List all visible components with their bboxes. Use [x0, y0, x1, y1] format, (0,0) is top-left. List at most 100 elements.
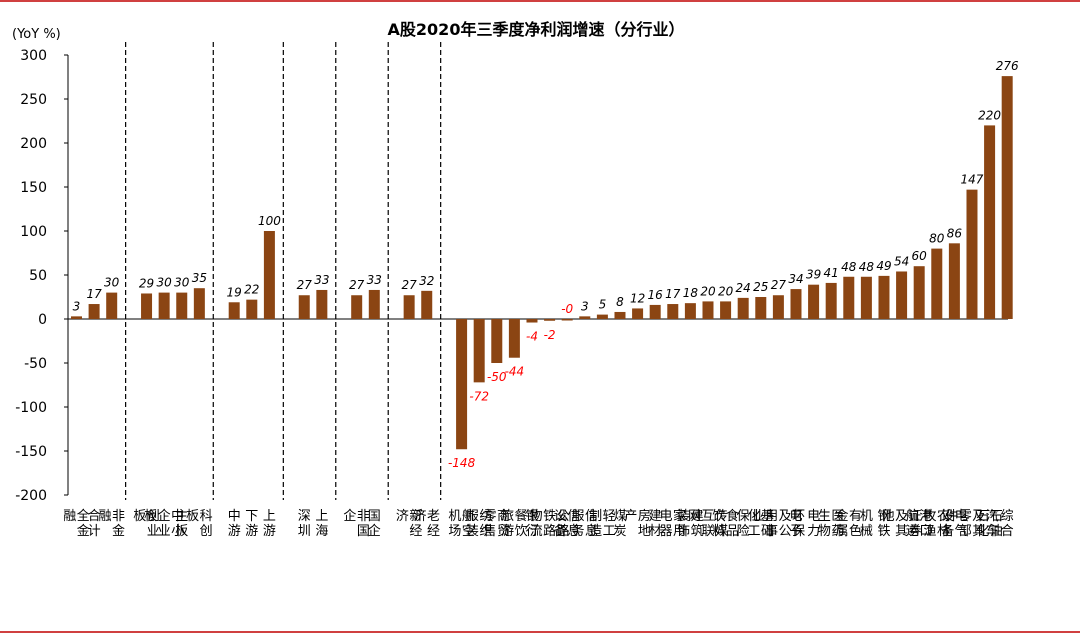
- category-label: 机械: [860, 509, 873, 539]
- value-label: 30: [157, 276, 173, 290]
- bar: [596, 314, 608, 319]
- value-label: 39: [806, 268, 821, 282]
- category-label: 医药生物: [818, 509, 845, 539]
- value-label: 33: [367, 273, 382, 287]
- category-labels: 全金融 合计非金融 创业板 中小企业板 主板科创板 中游下游上游深圳上海非国企 国企新经济老…: [63, 508, 1013, 539]
- category-label: 石油石化: [976, 509, 1003, 539]
- value-label: 48: [841, 260, 857, 274]
- value-label: 25: [753, 280, 768, 294]
- category-label: 银行: [525, 509, 538, 539]
- category-label: 电子: [789, 509, 802, 539]
- bar: [896, 271, 908, 319]
- bar: [544, 319, 556, 321]
- category-label: 合计: [88, 509, 101, 539]
- bar: [351, 295, 363, 319]
- y-axis-label: (YoY %): [12, 27, 61, 42]
- bar: [158, 292, 170, 319]
- bar: [473, 319, 485, 383]
- category-label: 港口航运: [906, 508, 933, 539]
- value-label: 60: [912, 249, 928, 263]
- bar: [508, 319, 520, 358]
- bar: [298, 295, 310, 319]
- category-label: 信息设备: [554, 509, 581, 539]
- bar: [526, 319, 538, 323]
- bar: [368, 289, 380, 319]
- category-label: 科创板: [186, 509, 213, 539]
- value-label: 27: [297, 278, 313, 292]
- y-tick-label: 0: [38, 312, 47, 328]
- category-label: 农林牧渔: [924, 509, 951, 539]
- bar: [403, 295, 415, 319]
- value-label: 32: [419, 274, 434, 288]
- bar: [228, 302, 240, 319]
- value-label: 17: [665, 287, 681, 301]
- category-label: 深圳: [298, 509, 311, 539]
- category-label: 汽车及其零部件: [945, 509, 999, 539]
- bar: [843, 276, 855, 319]
- value-label: 276: [996, 59, 1019, 73]
- bar: [1001, 76, 1013, 320]
- axes: 300 250 200 150 100 50 0 -50 -100 -150 -200: [15, 48, 1008, 504]
- value-label: 147: [961, 173, 984, 187]
- value-label: -50: [487, 370, 507, 384]
- bar: [632, 308, 644, 319]
- category-label: 环保及公用事业: [752, 509, 806, 539]
- category-label: 中游: [228, 509, 241, 539]
- value-label: -44: [505, 365, 525, 379]
- category-label: 有色金属: [836, 508, 863, 539]
- value-label: 34: [788, 272, 803, 286]
- value-label: 30: [104, 276, 120, 290]
- category-label: 钢铁: [877, 509, 890, 539]
- bar: [649, 304, 661, 319]
- value-label: -148: [448, 456, 476, 470]
- y-tick-label: 250: [20, 92, 47, 108]
- bar: [931, 248, 943, 319]
- bar: [71, 316, 82, 319]
- bar: [737, 297, 749, 319]
- category-label: 食品饮料: [712, 508, 739, 539]
- bar: [456, 319, 468, 450]
- value-label: -2: [544, 328, 556, 342]
- bar: [913, 266, 925, 319]
- category-label: 新经济: [396, 508, 423, 539]
- value-label: 19: [227, 285, 242, 299]
- value-label: 5: [599, 298, 607, 312]
- value-label: 24: [736, 281, 751, 295]
- value-label: 80: [929, 232, 945, 246]
- value-label: 27: [771, 278, 787, 292]
- category-label: 建材: [649, 509, 662, 539]
- category-label: 证券及其他: [882, 509, 922, 539]
- chart-title: A股2020年三季度净利润增速（分行业）: [388, 20, 685, 39]
- value-label: 8: [616, 295, 624, 309]
- category-label: 国企: [368, 509, 381, 539]
- y-tick-label: 300: [20, 48, 47, 64]
- category-label: 航空机场: [448, 508, 475, 539]
- y-tick-label: 150: [20, 180, 47, 196]
- bar: [561, 319, 573, 321]
- bar: [579, 316, 591, 319]
- bar: [263, 231, 275, 319]
- bar: [755, 297, 767, 319]
- value-label: 27: [401, 278, 417, 292]
- y-tick-label: -50: [24, 356, 47, 372]
- category-label: 非金融: [98, 509, 125, 539]
- bar: [614, 311, 626, 319]
- value-label: 20: [718, 284, 734, 298]
- y-tick-label: -200: [15, 488, 47, 504]
- value-label: 30: [174, 276, 190, 290]
- bar: [720, 301, 732, 319]
- bar: [141, 293, 153, 319]
- category-label: 全金融: [63, 508, 90, 539]
- value-label: 22: [244, 283, 259, 297]
- bar: [790, 289, 802, 319]
- category-label: 电力: [807, 509, 820, 539]
- bar: [667, 304, 679, 319]
- category-label: 下游: [245, 509, 258, 539]
- bar: [193, 288, 205, 319]
- bar: [491, 319, 503, 363]
- bar: [984, 125, 996, 320]
- value-label: 3: [73, 299, 81, 313]
